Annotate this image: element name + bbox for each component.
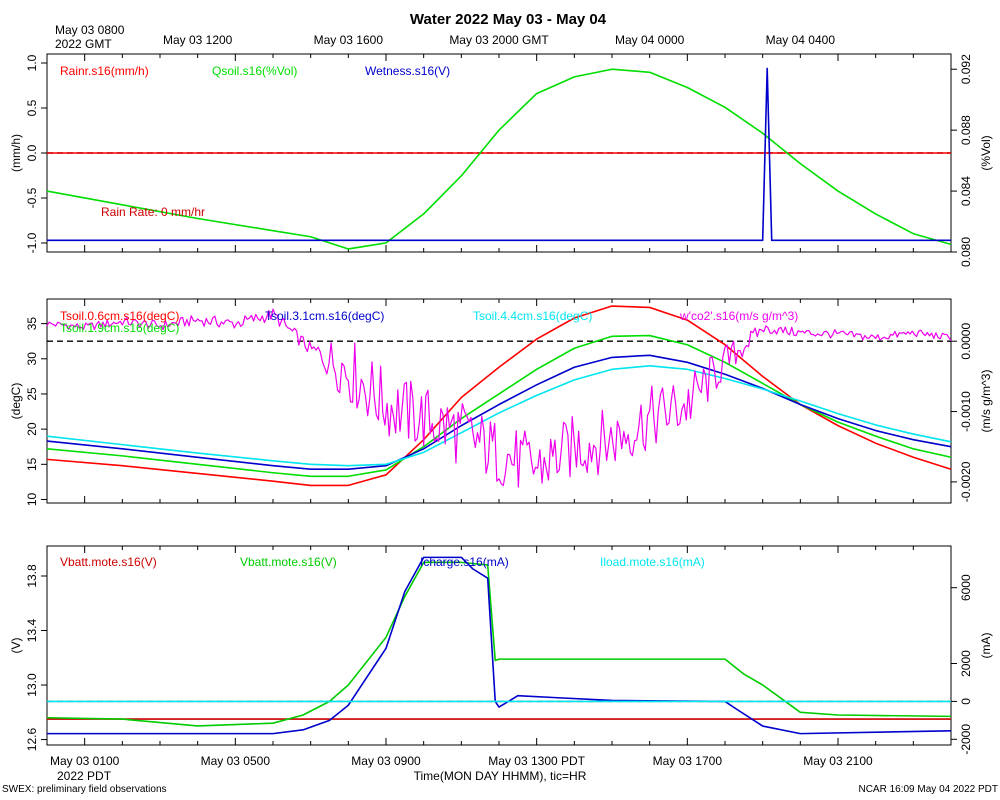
panel-top: 1.0 0.5 0.0 -0.5 -1.0 0.092 0.088 0.084 0.080 (mm… [9,53,993,267]
y-axis-title-right: (%Vol) [979,135,993,170]
series-label: Iload.mote.s16(mA) [600,555,705,569]
series-label: Tsoil.0.6cm.s16(degC) [60,309,179,323]
series-label: Tsoil.1.9cm.s16(degC) [60,321,179,335]
series-label: Vbatt.mote.s16(V) [60,555,157,569]
series-line [46,305,952,487]
panel-middle: 35 30 25 20 15 10 0.0000 -0.0010 -0.0020 (degC) (m… [9,298,993,506]
bottom-tick-label: May 03 0500 [201,754,271,768]
y-tick-label-left: -0.5 [25,187,39,208]
series-label: Tsoil.4.4cm.s16(degC) [473,309,592,323]
y-axis-title-left: (V) [9,638,23,654]
y-tick-label-left: 35 [25,317,39,331]
y-tick-label-left: 13.4 [25,619,39,643]
y-tick-label-left: 30 [25,352,39,366]
y-tick-label-right: -0.0020 [959,461,973,502]
series-line [46,308,952,488]
y-tick-label-right: -0.0010 [959,391,973,432]
y-tick-label-left: 0.0 [25,144,39,161]
series-label: Vbatt.mote.s16(V) [240,555,337,569]
series-line [47,556,952,735]
rain-rate-annotation: Rain Rate: 0 mm/hr [101,205,205,219]
top-tick-label: May 03 1600 [314,33,384,47]
x-axis-title: Time(MON DAY HHMM), tic=HR [414,769,587,783]
y-tick-label-right: 0.092 [959,54,973,84]
y-tick-label-left: 10 [25,492,39,506]
top-tick-label: May 03 1200 [163,33,233,47]
y-tick-label-right: -2000 [959,724,973,755]
y-tick-label-right: 0.084 [959,176,973,206]
bottom-start-label: 2022 PDT [57,769,112,783]
y-tick-label-right: 0.080 [959,237,973,267]
y-tick-label-right: 0.088 [959,115,973,145]
top-tick-label: May 03 2000 GMT [449,33,549,47]
top-start-label-2: 2022 GMT [55,37,112,51]
y-tick-label-right: 2000 [959,650,973,677]
series-label: w'co2'.s16(m/s g/m^3) [679,309,798,323]
series-line [46,561,952,727]
series-label: Wetness.s16(V) [365,64,450,78]
series-label: Qsoil.s16(%Vol) [212,64,297,78]
chart-title: Water 2022 May 03 - May 04 [410,11,607,28]
y-tick-label-left: -1.0 [25,232,39,253]
top-tick-label: May 04 0000 [615,33,685,47]
series-line [47,67,951,242]
y-tick-label-left: 15 [25,457,39,471]
panel-bottom: 13.8 13.4 13.0 12.6 6000 2000 0 -2000 (V) (mA) Vba… [9,545,993,755]
y-tick-label-left: 13.8 [25,564,39,588]
bottom-tick-label: May 03 2100 [803,754,873,768]
y-axis-title-left: (degC) [9,383,23,420]
bottom-tick-label: May 03 0100 [50,754,120,768]
y-tick-label-right: 6000 [959,574,973,601]
y-tick-label-right: 0 [959,698,973,705]
y-axis-title-left: (mm/h) [9,134,23,172]
top-start-label-1: May 03 0800 [55,23,125,37]
y-tick-label-left: 1.0 [25,54,39,71]
bottom-axis-labels: May 03 0100 May 03 0500 May 03 0900 May 03 … [50,754,873,783]
bottom-tick-label: May 03 1300 PDT [488,754,585,768]
series-label: Icharge.s16(mA) [420,555,509,569]
plot-frame [46,545,952,746]
y-tick-label-right: 0.0000 [959,323,973,360]
footer-right: NCAR 16:09 May 04 2022 PDT [858,784,998,795]
bottom-tick-label: May 03 0900 [351,754,421,768]
y-tick-label-left: 25 [25,387,39,401]
series-line [46,365,952,467]
y-axis-title-right: (m/s g/m^3) [979,370,993,433]
top-tick-label: May 04 0400 [766,33,836,47]
chart-panels: 1.0 0.5 0.0 -0.5 -1.0 0.092 0.088 0.084 0.080 (mm… [9,53,993,755]
series-line [46,68,952,250]
y-tick-label-left: 13.0 [25,673,39,697]
series-label: Tsoil.3.1cm.s16(degC) [265,309,384,323]
series-line [46,354,952,471]
bottom-tick-label: May 03 1700 [653,754,723,768]
series-line [46,334,952,478]
series-label: Rainr.s16(mm/h) [60,64,149,78]
y-tick-label-left: 0.5 [25,99,39,116]
y-tick-label-left: 20 [25,422,39,436]
y-axis-title-right: (mA) [979,633,993,659]
footer-left: SWEX: preliminary field observations [2,784,167,795]
y-tick-label-left: 12.6 [25,728,39,752]
